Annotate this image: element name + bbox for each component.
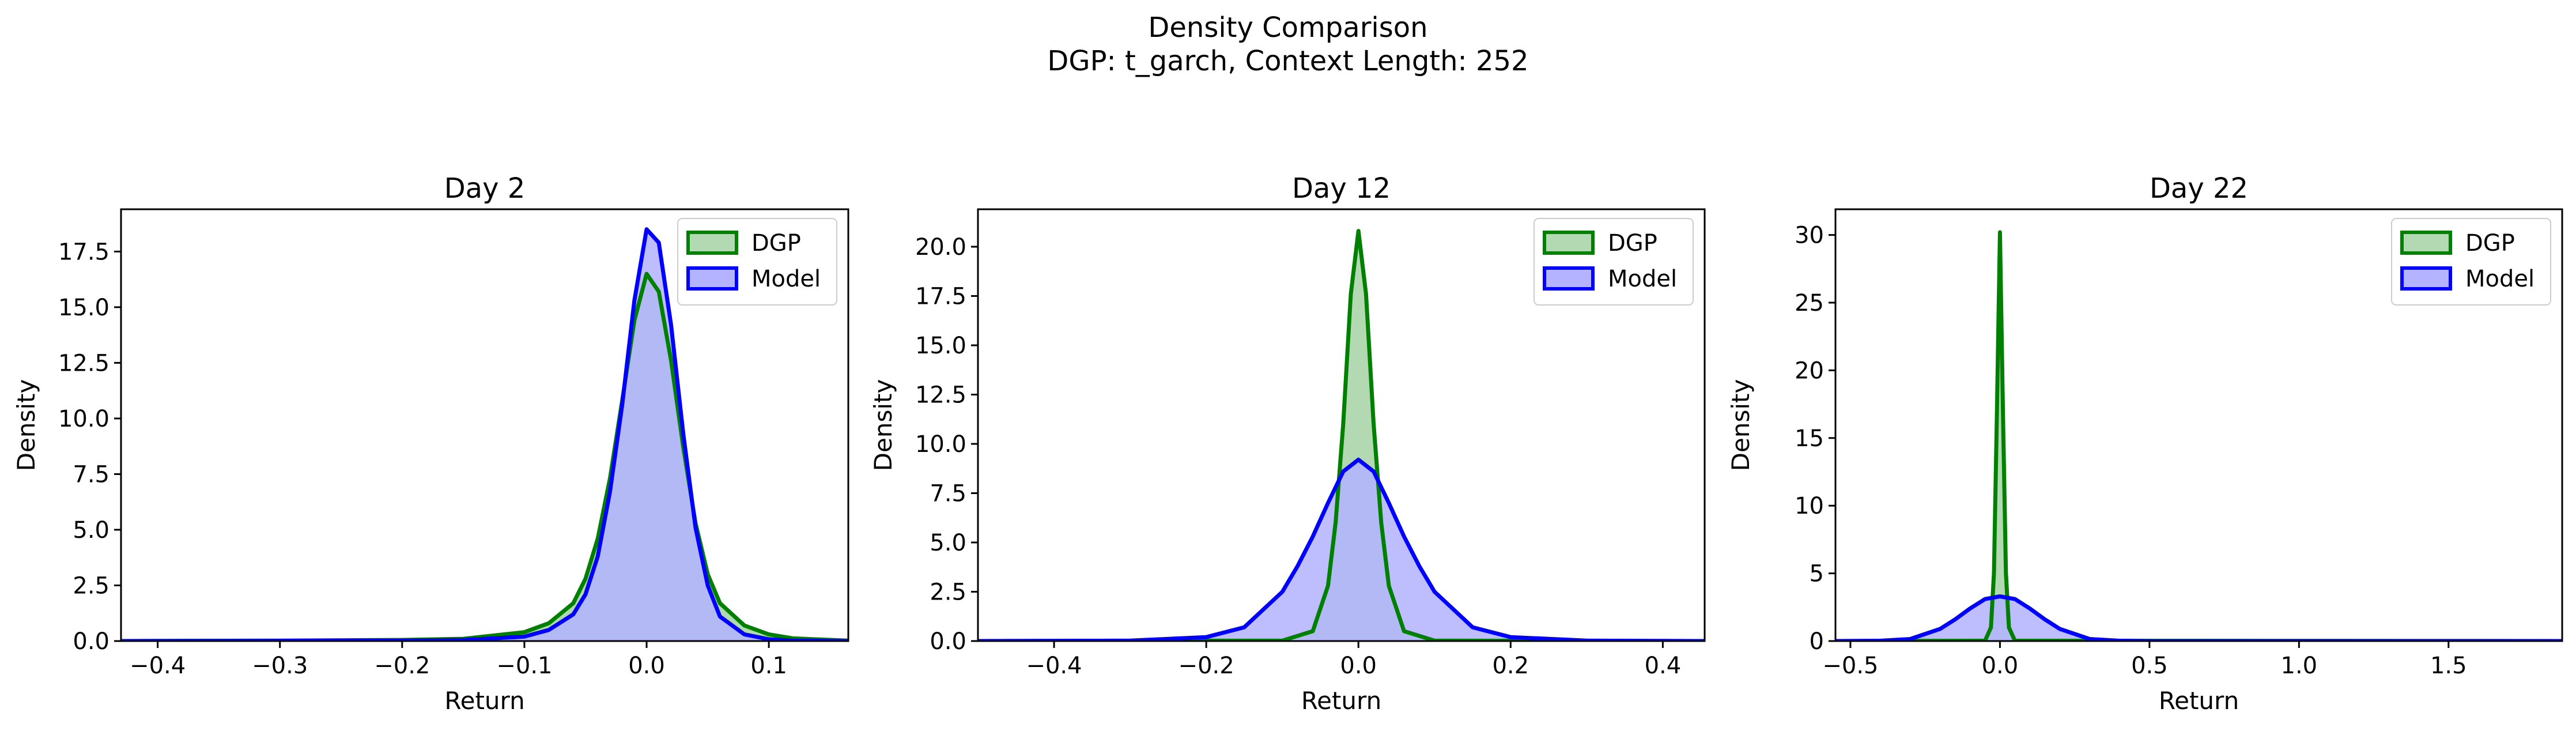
legend-swatch-dgp: [2400, 231, 2452, 255]
y-tick-label: 7.5: [930, 480, 966, 507]
y-tick-label: 15: [1795, 425, 1824, 452]
figure-subtitle: DGP: t_garch, Context Length: 252: [1047, 45, 1528, 77]
legend-label-model: Model: [1608, 266, 1677, 292]
legend: DGP Model: [677, 218, 837, 306]
y-axis-label: Density: [12, 379, 40, 472]
legend-label-dgp: DGP: [751, 230, 801, 257]
legend-swatch-model: [2400, 266, 2452, 291]
chart-panel-2: −0.4 −0.2 0.0 0.2 0.4 0.0 2.5 5.0 7.5 10.0 12.5 15.…: [869, 172, 1706, 715]
axes-frame: [977, 208, 1706, 642]
legend: DGP Model: [1533, 218, 1694, 306]
y-tick-label: 17.5: [915, 283, 966, 310]
density-line-model: [978, 457, 1705, 641]
y-tick-label: 0.0: [930, 628, 966, 655]
x-tick-label: 0.0: [1340, 653, 1377, 679]
legend-label-model: Model: [2465, 266, 2535, 292]
axes-frame: [120, 208, 849, 642]
legend-swatch-model: [686, 266, 738, 291]
x-tick-label: 1.0: [2281, 653, 2318, 679]
y-tick-label: 5.0: [930, 530, 966, 556]
y-tick-label: 15.0: [915, 333, 966, 359]
chart-panel-1: −0.4 −0.3 −0.2 −0.1 0.0 0.1 0.0 2.5 5.0 7.5 10.0 12…: [12, 172, 849, 715]
x-tick-label: −0.4: [130, 653, 186, 679]
panel-title: Day 2: [444, 172, 526, 205]
y-tick-label: 2.5: [930, 579, 966, 605]
x-tick-label: −0.2: [1179, 653, 1234, 679]
plot-area: [1835, 230, 2562, 641]
x-tick-label: −0.1: [496, 653, 552, 679]
density-area-dgp: [121, 274, 848, 641]
x-axis-label: Return: [2159, 687, 2239, 715]
density-line-dgp: [978, 229, 1705, 641]
x-axis-label: Return: [1301, 687, 1381, 715]
y-tick-label: 10.0: [58, 406, 109, 432]
density-line-model: [1835, 594, 2562, 641]
axes-frame: [1834, 208, 2563, 642]
density-area-model: [1835, 596, 2562, 641]
x-tick-label: 0.4: [1645, 653, 1682, 679]
x-axis-label: Return: [444, 687, 524, 715]
y-tick-label: 5.0: [73, 517, 109, 544]
legend: DGP Model: [2391, 218, 2551, 306]
y-axis-label: Density: [1727, 379, 1755, 472]
y-tick-label: 30: [1795, 223, 1824, 249]
density-area-model: [978, 459, 1705, 641]
x-tick-label: −0.3: [252, 653, 308, 679]
x-tick-label: 0.0: [1982, 653, 2019, 679]
plot-area: [978, 229, 1705, 641]
legend-label-dgp: DGP: [2465, 230, 2515, 257]
y-tick-label: 5: [1810, 561, 1824, 587]
x-tick-label: −0.2: [374, 653, 430, 679]
x-tick-label: 0.5: [2131, 653, 2168, 679]
x-tick-label: 0.1: [750, 653, 787, 679]
y-tick-label: 20: [1795, 357, 1824, 384]
plot-area: [121, 227, 848, 641]
density-line-dgp: [121, 272, 848, 641]
y-tick-label: 25: [1795, 290, 1824, 316]
chart-panels: −0.4 −0.3 −0.2 −0.1 0.0 0.1 0.0 2.5 5.0 7.5 10.0 12…: [12, 172, 2563, 715]
y-tick-label: 12.5: [58, 350, 109, 376]
y-tick-label: 7.5: [73, 461, 109, 488]
panel-title: Day 22: [2150, 172, 2248, 205]
legend-swatch-dgp: [686, 231, 738, 255]
x-tick-label: 0.2: [1492, 653, 1529, 679]
y-tick-label: 20.0: [915, 234, 966, 261]
y-tick-label: 0.0: [73, 628, 109, 655]
legend-swatch-model: [1543, 266, 1595, 291]
y-tick-label: 12.5: [915, 382, 966, 408]
x-tick-label: 0.0: [628, 653, 665, 679]
figure-title: Density Comparison: [1148, 12, 1427, 44]
legend-swatch-dgp: [1543, 231, 1595, 255]
density-line-model: [121, 227, 848, 641]
x-tick-label: 1.5: [2430, 653, 2467, 679]
chart-panel-3: −0.5 0.0 0.5 1.0 1.5 0 5 10 15 20 25 30 Day 22 Return…: [1727, 172, 2563, 715]
y-tick-label: 0: [1810, 628, 1824, 655]
legend-label-model: Model: [751, 266, 821, 292]
x-tick-label: −0.5: [1822, 653, 1878, 679]
legend-label-dgp: DGP: [1608, 230, 1657, 257]
y-axis-label: Density: [869, 379, 897, 472]
y-tick-label: 17.5: [58, 239, 109, 265]
x-tick-label: −0.4: [1026, 653, 1082, 679]
y-tick-label: 10: [1795, 493, 1824, 519]
panel-title: Day 12: [1292, 172, 1391, 205]
y-tick-label: 2.5: [73, 572, 109, 599]
density-line-dgp: [1835, 230, 2562, 641]
y-tick-label: 10.0: [915, 431, 966, 458]
y-tick-label: 15.0: [58, 295, 109, 321]
